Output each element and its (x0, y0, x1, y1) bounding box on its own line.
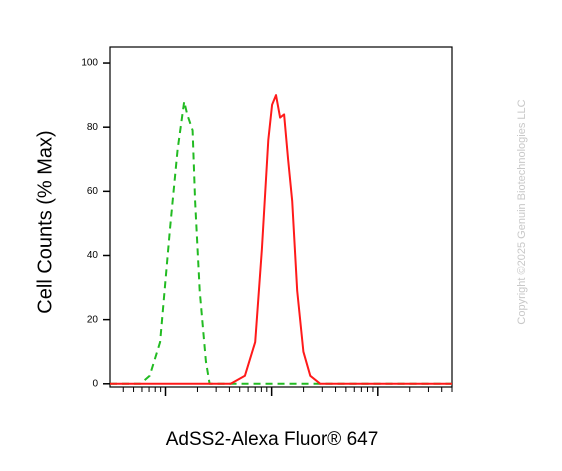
y-tick-label: 20 (87, 314, 99, 325)
x-axis-label: AdSS2-Alexa Fluor® 647 (166, 429, 379, 450)
y-tick-label: 60 (87, 186, 99, 197)
plot-frame (109, 46, 453, 388)
histogram-line (110, 94, 452, 385)
y-tick-label: 80 (87, 122, 99, 133)
y-tick-label: 40 (87, 250, 99, 261)
y-axis-label: Cell Counts (% Max) (34, 130, 56, 313)
histogram-line (110, 100, 452, 385)
y-tick-label: 100 (81, 58, 98, 69)
y-tick-label: 0 (92, 378, 98, 389)
watermark: Copyright ©2025 Genuin Biotechnologies L… (516, 99, 528, 324)
